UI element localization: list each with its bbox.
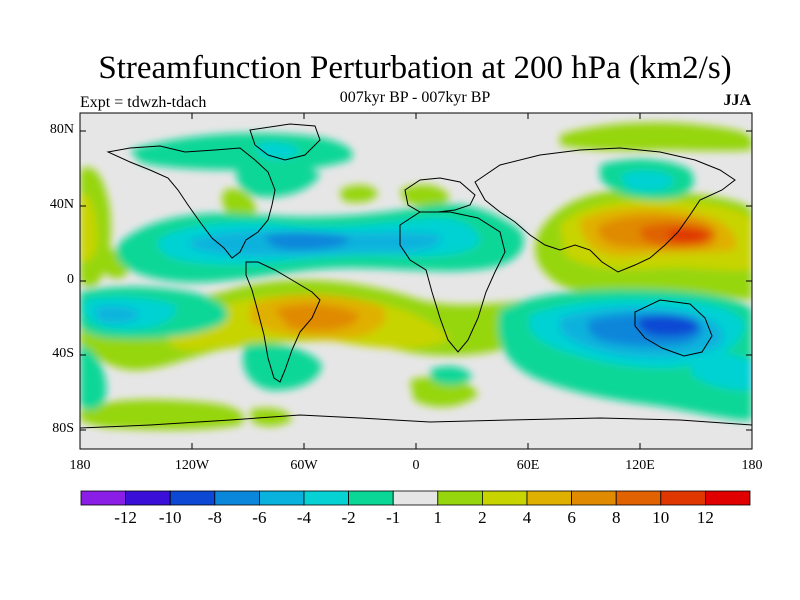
colorbar-tick-label: 12 (696, 508, 714, 527)
colorbar-tick-label: -1 (386, 508, 401, 527)
colorbar-swatch (169, 490, 216, 506)
colorbar-swatch (615, 490, 662, 506)
colorbar-swatch (392, 490, 439, 506)
colorbar-swatch (571, 490, 617, 506)
map-subtitle: 007kyr BP - 007kyr BP (339, 89, 491, 106)
colorbar-swatch (125, 490, 171, 506)
lon-label-120w: 120W (174, 458, 210, 473)
africa-outline (399, 211, 506, 353)
colorbar-swatch (526, 490, 572, 506)
lon-label-120e: 120E (625, 458, 655, 473)
colorbar-tick-label: -8 (207, 508, 222, 527)
colorbar-swatch (80, 490, 126, 506)
colorbar-tick-label: 1 (433, 508, 443, 527)
colorbar-swatch (348, 490, 394, 506)
colorbar-tick-label: 10 (652, 508, 670, 527)
colorbar-tick-label: -6 (252, 508, 267, 527)
map-title: Streamfunction Perturbation at 200 hPa (… (98, 50, 732, 86)
colorbar-tick-label: 4 (522, 508, 532, 527)
axis-ticks (80, 113, 752, 449)
colorbar-tick-label: -12 (114, 508, 137, 527)
australia-outline (634, 299, 713, 357)
lat-label-40s: 40S (52, 346, 74, 361)
asia-outline (474, 147, 736, 273)
lon-label-60e: 60E (516, 458, 540, 473)
season-label: JJA (723, 92, 751, 109)
colorbar-swatch (660, 490, 706, 506)
colorbar-tick-label: -2 (341, 508, 356, 527)
experiment-label: Expt = tdwzh-tdach (80, 94, 207, 111)
coastlines (80, 123, 752, 429)
south-america-outline (245, 261, 321, 383)
greenland-outline (249, 123, 321, 161)
colorbar-swatch (303, 490, 349, 506)
colorbar (80, 490, 751, 506)
colorbar-tick-label: -10 (158, 508, 182, 527)
europe-outline (404, 177, 476, 213)
colorbar-tick-label: 2 (478, 508, 487, 527)
lat-label-0: 0 (67, 272, 74, 287)
colorbar-swatch (437, 490, 483, 506)
lon-label-180-right: 180 (741, 458, 763, 473)
lon-label-60w: 60W (290, 458, 318, 473)
colorbar-tick-label: 6 (567, 508, 576, 527)
field-layer (80, 113, 752, 449)
north-america-outline (106, 145, 276, 259)
colorbar-tick-label: 8 (611, 508, 621, 527)
antarctica-outline (80, 414, 752, 429)
colorbar-swatch (258, 490, 305, 506)
lon-label-0: 0 (412, 458, 420, 473)
lat-label-80s: 80S (52, 421, 74, 436)
lon-label-180-left: 180 (69, 458, 91, 473)
lat-label-80n: 80N (49, 122, 74, 137)
colorbar-swatch (481, 490, 528, 506)
colorbar-tick-label: -4 (296, 508, 312, 527)
lat-label-40n: 40N (49, 197, 74, 212)
colorbar-swatch (214, 490, 260, 506)
colorbar-swatch (705, 490, 751, 506)
